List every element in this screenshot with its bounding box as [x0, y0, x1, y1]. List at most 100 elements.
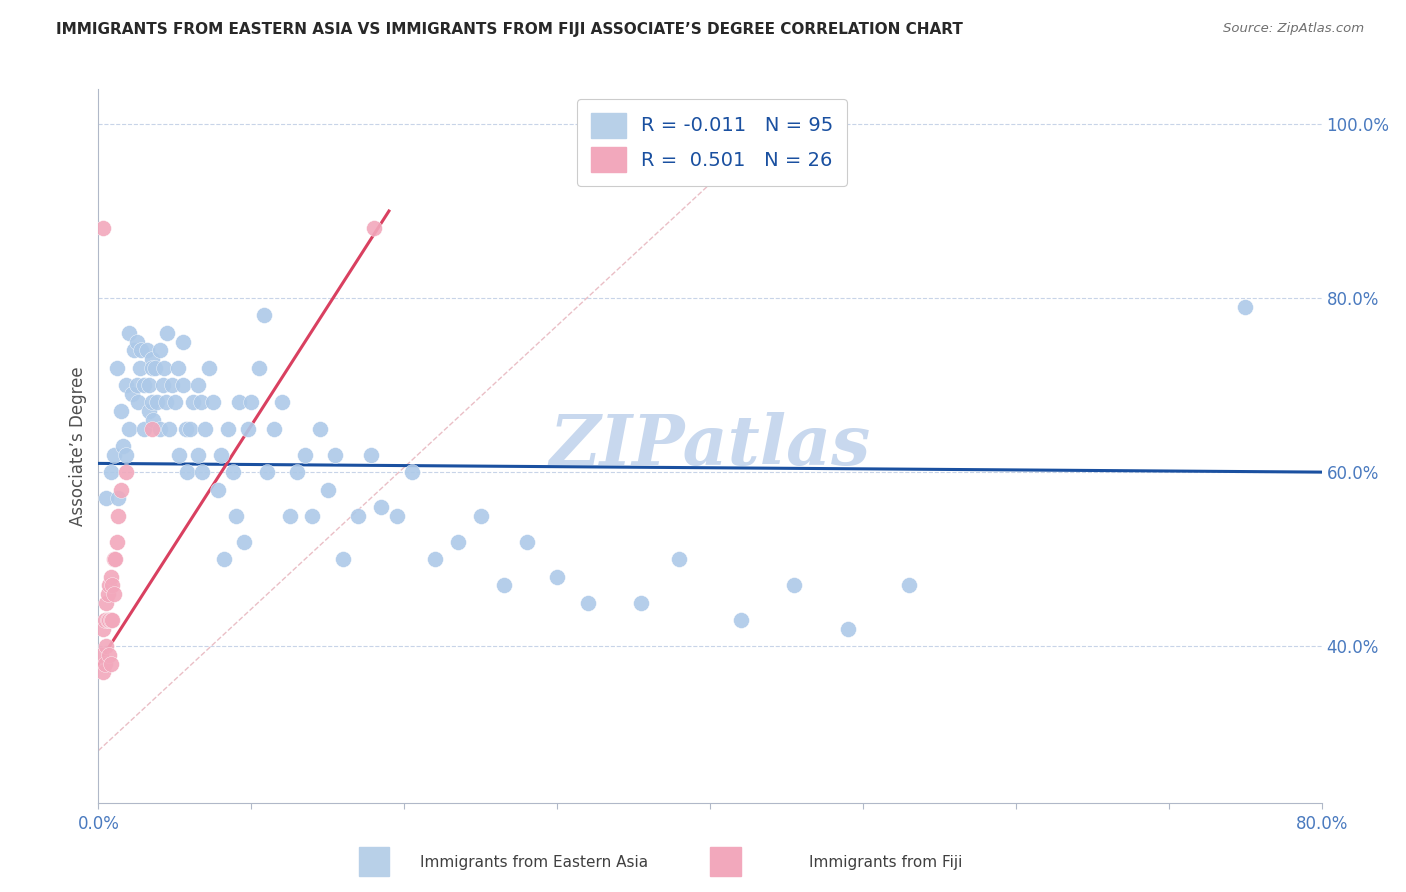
Point — [141, 360, 163, 375]
Point — [167, 360, 190, 375]
Point — [160, 378, 183, 392]
Point — [256, 465, 278, 479]
Point — [100, 465, 122, 479]
Point — [285, 465, 308, 479]
Text: Immigrants from Fiji: Immigrants from Fiji — [808, 855, 963, 870]
Point — [100, 613, 122, 627]
Point — [121, 386, 143, 401]
Point — [100, 657, 122, 671]
Point — [209, 448, 232, 462]
Point — [110, 404, 132, 418]
Point — [156, 326, 179, 340]
Text: Source: ZipAtlas.com: Source: ZipAtlas.com — [1223, 22, 1364, 36]
Point — [107, 491, 129, 506]
Point — [207, 483, 229, 497]
Point — [101, 613, 124, 627]
Point — [401, 465, 423, 479]
Point — [228, 395, 250, 409]
Point — [263, 421, 285, 435]
Point — [222, 465, 245, 479]
Point — [97, 613, 120, 627]
Point — [98, 613, 121, 627]
Point — [370, 500, 392, 514]
Point — [332, 552, 354, 566]
Point — [247, 360, 270, 375]
Point — [129, 343, 152, 358]
Point — [837, 622, 859, 636]
Point — [294, 448, 316, 462]
Point — [309, 421, 332, 435]
Point — [138, 404, 160, 418]
Text: IMMIGRANTS FROM EASTERN ASIA VS IMMIGRANTS FROM FIJI ASSOCIATE’S DEGREE CORRELAT: IMMIGRANTS FROM EASTERN ASIA VS IMMIGRAN… — [56, 22, 963, 37]
Point — [149, 343, 172, 358]
Point — [360, 448, 382, 462]
Point — [630, 596, 652, 610]
Point — [730, 613, 752, 627]
Point — [668, 552, 690, 566]
Point — [149, 421, 172, 435]
Point — [155, 395, 177, 409]
Point — [252, 309, 274, 323]
Point — [94, 639, 117, 653]
Point — [115, 378, 138, 392]
Point — [363, 221, 385, 235]
Point — [100, 569, 122, 583]
Point — [143, 360, 166, 375]
Point — [98, 578, 121, 592]
Point — [347, 508, 370, 523]
Point — [278, 508, 301, 523]
Point — [217, 421, 239, 435]
Point — [194, 421, 217, 435]
Point — [176, 465, 198, 479]
Point — [447, 534, 470, 549]
Point — [190, 395, 212, 409]
Point — [325, 448, 347, 462]
Point — [187, 378, 209, 392]
Point — [238, 421, 260, 435]
Point — [122, 343, 145, 358]
Point — [90, 648, 112, 662]
Point — [94, 491, 117, 506]
Point — [141, 351, 163, 366]
Point — [91, 665, 114, 680]
Point — [181, 395, 204, 409]
Point — [105, 534, 128, 549]
Point — [141, 395, 163, 409]
Point — [1234, 300, 1257, 314]
Point — [301, 508, 323, 523]
Point — [115, 465, 138, 479]
Point — [134, 421, 156, 435]
Point — [98, 648, 121, 662]
Point — [153, 360, 176, 375]
Point — [163, 395, 186, 409]
Point — [172, 378, 194, 392]
Point — [136, 343, 159, 358]
Point — [141, 421, 163, 435]
Point — [157, 421, 180, 435]
Point — [138, 378, 160, 392]
Point — [546, 569, 568, 583]
Point — [783, 578, 806, 592]
Point — [115, 448, 138, 462]
Point — [107, 508, 129, 523]
Point — [91, 622, 114, 636]
Point — [103, 448, 125, 462]
Point — [316, 483, 339, 497]
Point — [103, 552, 125, 566]
Point — [125, 334, 148, 349]
Point — [212, 552, 235, 566]
Point — [91, 221, 114, 235]
Text: Immigrants from Eastern Asia: Immigrants from Eastern Asia — [420, 855, 648, 870]
Point — [232, 534, 254, 549]
Point — [152, 378, 174, 392]
Point — [105, 360, 128, 375]
Legend: R = -0.011   N = 95, R =  0.501   N = 26: R = -0.011 N = 95, R = 0.501 N = 26 — [576, 99, 846, 186]
Point — [127, 395, 149, 409]
Point — [187, 448, 209, 462]
Point — [142, 413, 165, 427]
Point — [179, 421, 201, 435]
Point — [576, 596, 599, 610]
Point — [101, 578, 124, 592]
Point — [93, 613, 115, 627]
Point — [492, 578, 515, 592]
